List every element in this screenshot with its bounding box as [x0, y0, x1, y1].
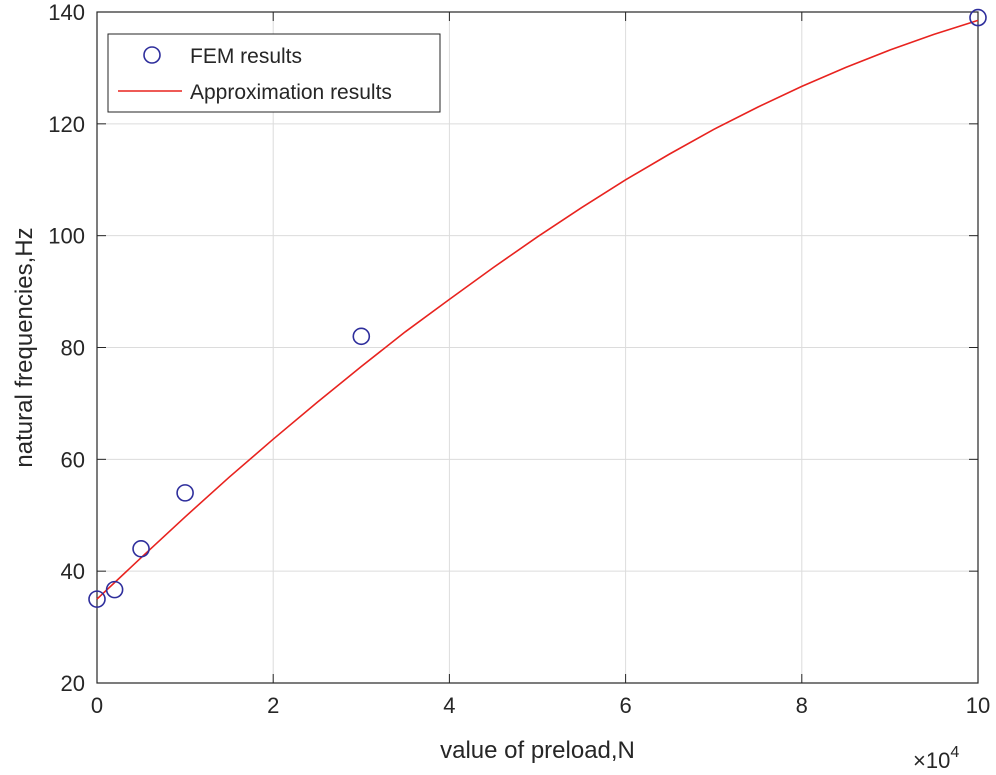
y-axis-label: natural frequencies,Hz — [11, 227, 38, 467]
axis-ticks: 0 2 4 6 8 10 20 40 60 80 100 120 140 — [48, 0, 990, 718]
legend-box — [107, 33, 441, 113]
x-axis-exponent-power: 4 — [950, 744, 959, 761]
data-series — [88, 8, 987, 608]
approximation-curve — [96, 19, 979, 600]
x-axis-label: value of preload,N — [440, 737, 635, 764]
x-tick-label: 8 — [796, 693, 808, 718]
x-axis-exponent-base: ×10 — [913, 748, 950, 773]
x-tick-label: 2 — [267, 693, 279, 718]
fem-result-point — [105, 580, 124, 599]
y-tick-label: 60 — [61, 447, 85, 472]
fem-result-point — [132, 539, 150, 558]
y-tick-label: 20 — [61, 671, 85, 696]
legend-label-fem: FEM results — [190, 45, 302, 68]
x-tick-label: 4 — [443, 693, 455, 718]
grid — [96, 11, 979, 684]
y-tick-label: 40 — [61, 559, 85, 584]
fem-result-point — [352, 327, 371, 346]
x-tick-label: 6 — [619, 693, 631, 718]
x-tick-label: 10 — [966, 693, 990, 718]
x-tick-label: 0 — [91, 693, 103, 718]
y-tick-label: 140 — [48, 0, 85, 25]
fem-result-point — [88, 590, 106, 608]
legend-label-approximation: Approximation results — [190, 81, 392, 104]
fem-result-point — [969, 8, 987, 27]
fem-result-point — [176, 484, 194, 502]
legend: FEM results Approximation results — [107, 33, 441, 113]
x-axis-exponent: ×104 — [913, 744, 959, 773]
y-tick-label: 100 — [48, 224, 85, 249]
y-tick-label: 80 — [61, 336, 85, 361]
y-tick-label: 120 — [48, 112, 85, 137]
legend-marker-fem — [143, 46, 161, 64]
